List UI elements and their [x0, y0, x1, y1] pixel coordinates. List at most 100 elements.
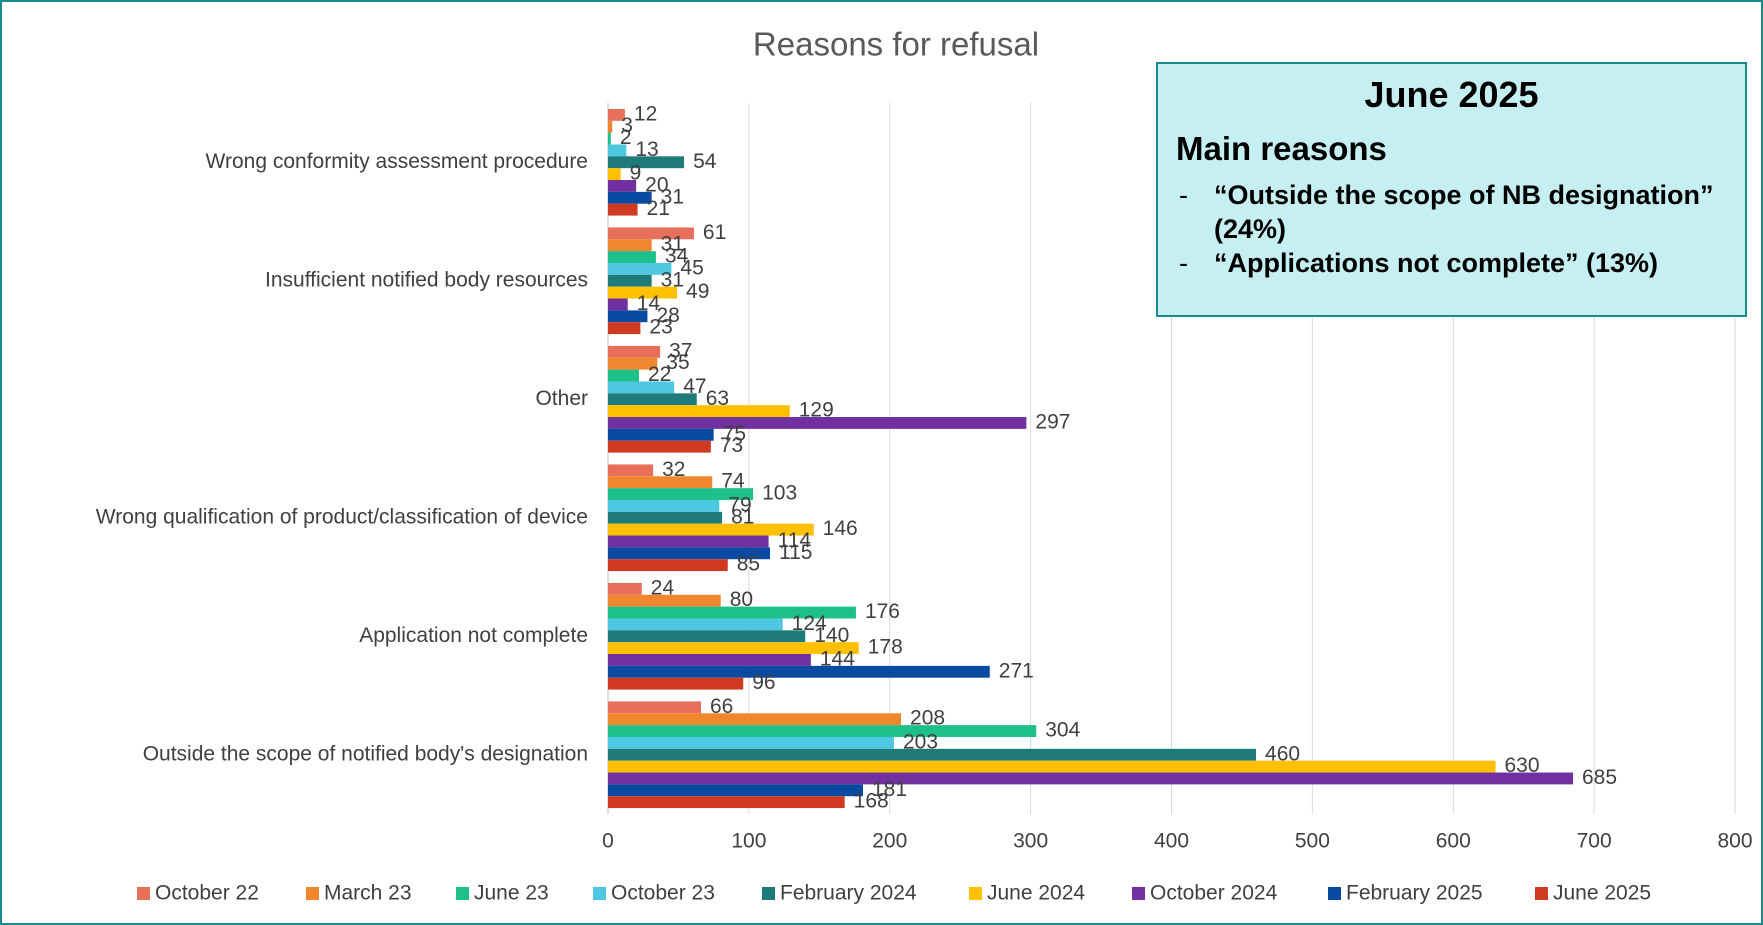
x-tick-label: 700 — [1577, 830, 1612, 853]
bar — [608, 760, 1496, 773]
bar — [608, 191, 652, 204]
bar — [608, 180, 637, 192]
x-tick-label: 400 — [1154, 830, 1189, 853]
bar — [608, 405, 790, 418]
bar — [608, 784, 863, 797]
data-label: 24 — [651, 576, 675, 599]
data-label: 14 — [637, 292, 661, 315]
data-label: 176 — [865, 600, 900, 623]
legend-swatch — [762, 887, 775, 900]
bar — [608, 523, 814, 536]
annotation-item: “Outside the scope of NB designation” (2… — [1179, 178, 1745, 246]
data-label: 31 — [661, 268, 684, 291]
bar — [608, 239, 652, 252]
y-tick-label: Outside the scope of notified body's des… — [143, 742, 588, 765]
bar — [608, 144, 627, 157]
data-label: 22 — [648, 363, 671, 386]
bar — [608, 665, 990, 678]
bar — [608, 393, 697, 406]
data-label: 168 — [854, 790, 889, 813]
data-label: 31 — [661, 233, 684, 256]
bar — [608, 440, 711, 453]
y-tick-label: Other — [535, 387, 588, 410]
legend-label: June 2024 — [987, 882, 1085, 905]
x-tick-label: 800 — [1717, 830, 1752, 853]
data-label: 9 — [630, 162, 642, 185]
legend-label: October 2024 — [1150, 882, 1278, 905]
data-label: 460 — [1265, 742, 1300, 765]
bar — [608, 345, 661, 358]
bar — [608, 168, 621, 181]
bar — [608, 310, 648, 323]
data-label: 203 — [903, 730, 938, 753]
bar — [608, 594, 721, 607]
bar — [608, 748, 1257, 761]
bar — [608, 559, 728, 572]
data-label: 2 — [620, 126, 632, 149]
x-tick-label: 500 — [1295, 830, 1330, 853]
data-label: 114 — [778, 529, 812, 552]
bar — [608, 274, 652, 287]
bar — [608, 120, 613, 133]
data-label: 20 — [645, 173, 668, 196]
data-label: 21 — [647, 197, 670, 220]
data-label: 140 — [814, 624, 849, 647]
bar — [608, 499, 720, 512]
bar — [608, 322, 641, 335]
bar — [608, 156, 685, 169]
legend-swatch — [1328, 887, 1341, 900]
legend-label: June 2025 — [1553, 882, 1651, 905]
data-label: 685 — [1582, 766, 1617, 789]
legend-swatch — [1535, 887, 1548, 900]
bar — [608, 417, 1027, 429]
bar — [608, 701, 701, 714]
data-label: 75 — [723, 422, 746, 445]
data-label: 80 — [730, 588, 753, 611]
bar — [608, 725, 1037, 737]
legend-label: October 23 — [611, 882, 715, 905]
bar — [608, 772, 1573, 785]
bar — [608, 606, 856, 619]
data-label: 37 — [669, 339, 692, 362]
chart-title: Reasons for refusal — [753, 26, 1039, 63]
annotation-box: June 2025 Main reasons “Outside the scop… — [1156, 62, 1747, 317]
data-label: 144 — [820, 647, 855, 670]
data-label: 3 — [621, 114, 633, 137]
annotation-list: “Outside the scope of NB designation” (2… — [1158, 178, 1745, 280]
x-tick-label: 200 — [872, 830, 907, 853]
data-label: 28 — [656, 304, 679, 327]
bar — [608, 511, 723, 524]
data-label: 304 — [1045, 719, 1080, 742]
data-label: 66 — [710, 695, 733, 718]
data-label: 271 — [999, 659, 1034, 682]
data-label: 45 — [680, 256, 703, 279]
annotation-item: “Applications not complete” (13%) — [1179, 246, 1745, 280]
legend-swatch — [456, 887, 469, 900]
y-tick-label: Wrong qualification of product/classific… — [96, 505, 588, 528]
bar — [608, 642, 859, 655]
data-label: 32 — [662, 458, 685, 481]
data-label: 630 — [1505, 754, 1540, 777]
data-label: 103 — [762, 482, 797, 505]
legend-label: March 23 — [324, 882, 412, 905]
legend-swatch — [306, 887, 319, 900]
legend-label: February 2025 — [1346, 882, 1483, 905]
bar — [608, 618, 783, 631]
legend-swatch — [137, 887, 150, 900]
x-tick-label: 0 — [602, 830, 614, 853]
data-label: 23 — [649, 316, 672, 339]
bar — [608, 298, 628, 311]
bar — [608, 381, 675, 394]
x-tick-label: 600 — [1436, 830, 1471, 853]
data-label: 63 — [706, 387, 729, 410]
bar — [608, 203, 638, 216]
legend-label: October 22 — [155, 882, 259, 905]
bar — [608, 251, 656, 263]
data-label: 181 — [872, 778, 907, 801]
data-label: 115 — [779, 541, 812, 564]
bar — [608, 369, 639, 382]
legend-swatch — [969, 887, 982, 900]
data-label: 79 — [728, 493, 751, 516]
